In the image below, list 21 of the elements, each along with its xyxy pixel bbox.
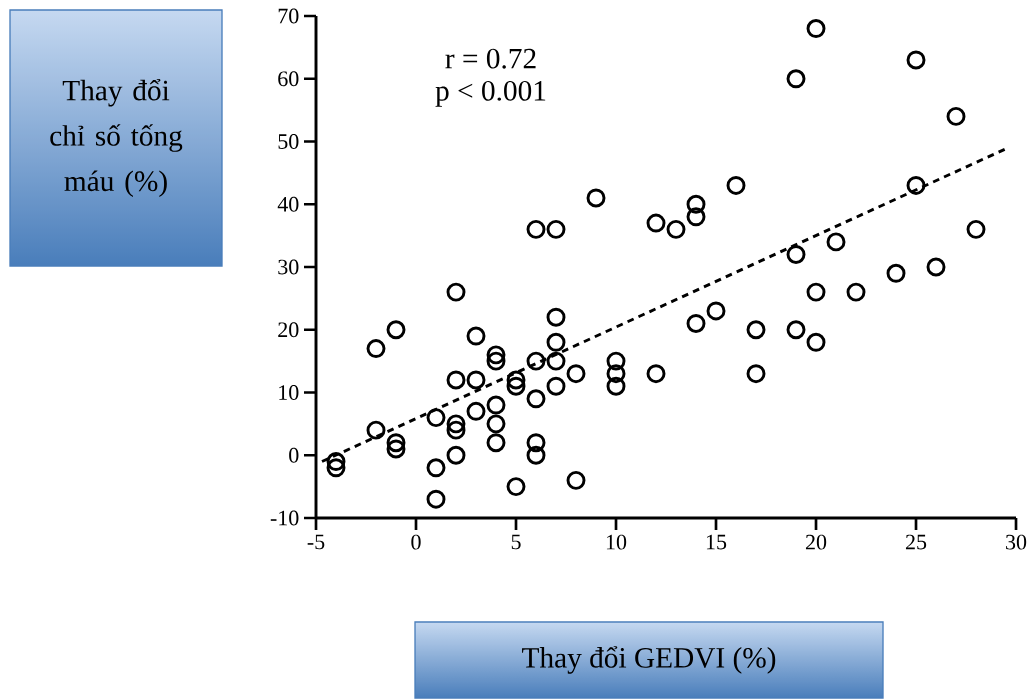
annotation: r = 0.72 bbox=[445, 48, 536, 69]
y-tick-label: 50 bbox=[278, 134, 299, 149]
y-tick-label: 20 bbox=[278, 322, 299, 338]
annotation: p < 0.001 bbox=[435, 80, 546, 107]
x-tick-label: 30 bbox=[1006, 534, 1027, 550]
y-tick-label: 40 bbox=[277, 196, 299, 212]
x-tick-label: 25 bbox=[905, 534, 927, 550]
y-tick-label: 30 bbox=[278, 259, 299, 275]
y-tick-label: 10 bbox=[279, 385, 299, 400]
y-tick-label: 60 bbox=[278, 71, 299, 87]
y-axis-title: Thay đổi chỉ số tống máu (%) bbox=[50, 78, 183, 198]
x-axis-title: Thay đổi GEDVI (%) bbox=[522, 646, 776, 674]
x-tick-label: 15 bbox=[706, 534, 727, 550]
y-tick-label: 0 bbox=[289, 447, 299, 463]
x-tick-label: -5 bbox=[307, 534, 325, 550]
x-tick-label: 0 bbox=[411, 534, 421, 550]
y-tick-label: 70 bbox=[278, 8, 299, 24]
x-tick-label: 20 bbox=[805, 534, 827, 550]
y-tick-label: -10 bbox=[270, 510, 299, 526]
x-tick-label: 10 bbox=[606, 534, 627, 550]
x-tick-label: 5 bbox=[511, 534, 521, 550]
